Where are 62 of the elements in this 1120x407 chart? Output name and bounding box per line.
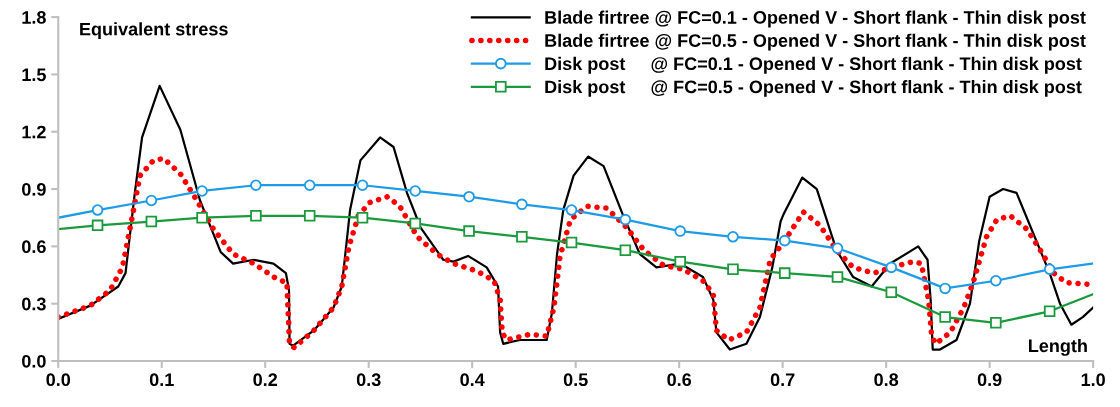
legend-label: Blade firtree @ FC=0.5 - Opened V - Short flank - Thin disk post <box>545 33 1086 51</box>
point <box>91 219 104 232</box>
y-tick-label: 0.0 <box>22 354 46 368</box>
point <box>145 194 158 207</box>
point <box>409 185 422 197</box>
x-tick-label: 0.2 <box>253 373 278 387</box>
point <box>727 231 739 243</box>
point <box>145 215 158 228</box>
point <box>727 263 739 276</box>
point <box>250 210 262 222</box>
point <box>674 225 686 237</box>
y-axis-title: Equivalent stress <box>80 22 228 40</box>
point <box>356 179 369 191</box>
point <box>1043 263 1056 276</box>
point <box>990 317 1002 329</box>
x-tick-label: 0.4 <box>460 373 485 387</box>
point <box>196 211 208 224</box>
point <box>990 274 1002 287</box>
x-tick-label: 0.6 <box>667 373 692 387</box>
point <box>1043 305 1056 318</box>
point <box>778 234 791 247</box>
point <box>619 213 632 226</box>
point <box>409 217 422 230</box>
point <box>939 282 951 295</box>
legend-label: Disk post @ FC=0.5 - Opened V - Short flank - Thin disk post <box>545 80 1082 97</box>
point <box>516 231 528 243</box>
x-axis-title: Length <box>1028 338 1087 356</box>
y-tick-label: 1.2 <box>22 125 46 139</box>
point <box>250 179 262 191</box>
point <box>674 255 686 268</box>
point <box>565 204 578 216</box>
point <box>356 211 369 224</box>
point <box>778 267 791 279</box>
point <box>939 311 951 323</box>
point <box>303 210 316 222</box>
point <box>831 271 844 283</box>
point <box>463 225 475 237</box>
y-tick-label: 1.8 <box>22 11 46 24</box>
x-tick-label: 0.5 <box>563 373 588 387</box>
point <box>463 190 475 203</box>
legend-label: Disk post @ FC=0.1 - Opened V - Short flank - Thin disk post <box>545 56 1082 74</box>
x-tick-label: 0.8 <box>874 373 899 387</box>
point <box>885 261 898 274</box>
y-tick-label: 0.9 <box>22 182 46 196</box>
y-tick-label: 0.6 <box>22 240 46 254</box>
x-tick-label: 0.7 <box>770 373 795 387</box>
point <box>885 286 898 298</box>
point <box>516 198 528 211</box>
legend-label: Blade firtree @ FC=0.1 - Opened V - Short flank - Thin disk post <box>545 10 1086 28</box>
point <box>619 244 632 256</box>
x-tick-label: 0.3 <box>356 373 381 387</box>
point <box>196 185 208 197</box>
x-tick-label: 0.1 <box>149 373 174 387</box>
point <box>565 236 578 249</box>
x-tick-label: 0.0 <box>46 373 71 387</box>
point <box>91 204 104 216</box>
y-tick-label: 0.3 <box>22 297 46 311</box>
point <box>303 179 316 191</box>
x-tick-label: 1.0 <box>1081 373 1105 387</box>
y-tick-label: 1.5 <box>22 68 46 82</box>
x-tick-label: 0.9 <box>977 373 1002 387</box>
point <box>831 242 844 255</box>
